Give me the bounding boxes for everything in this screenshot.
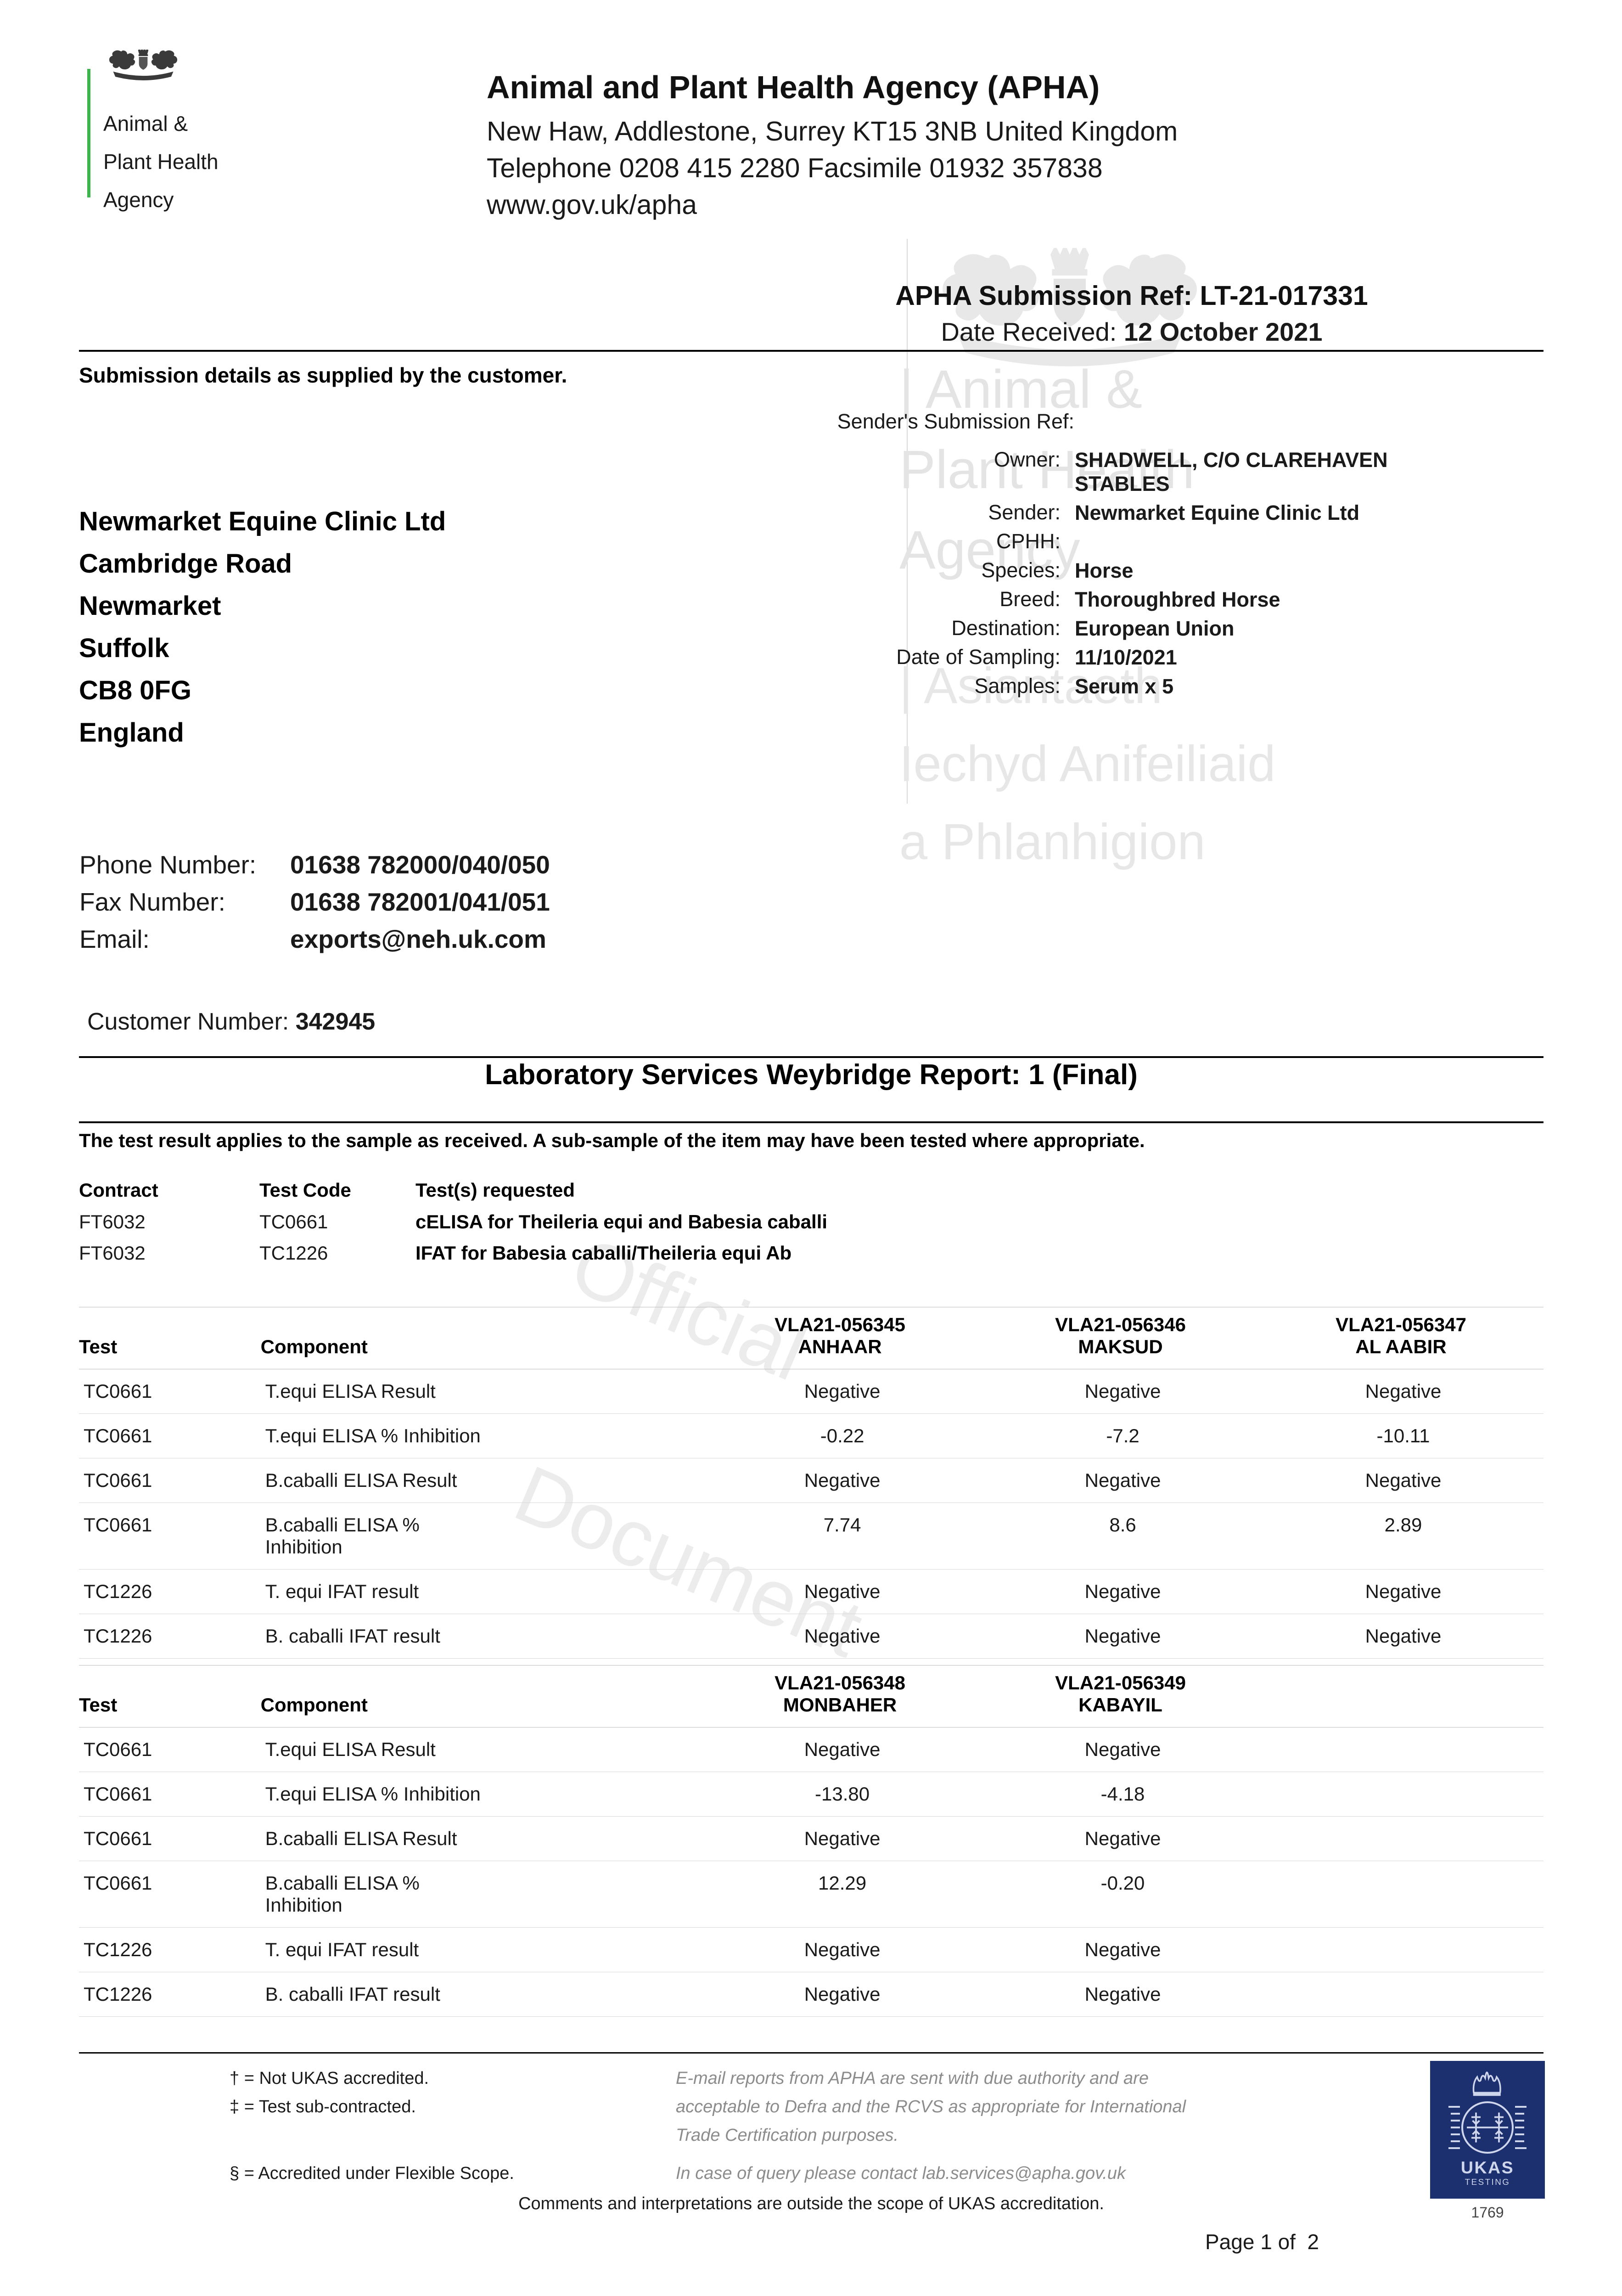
svg-text:UKAS: UKAS (1461, 2158, 1514, 2177)
svg-text:TESTING: TESTING (1465, 2177, 1510, 2187)
